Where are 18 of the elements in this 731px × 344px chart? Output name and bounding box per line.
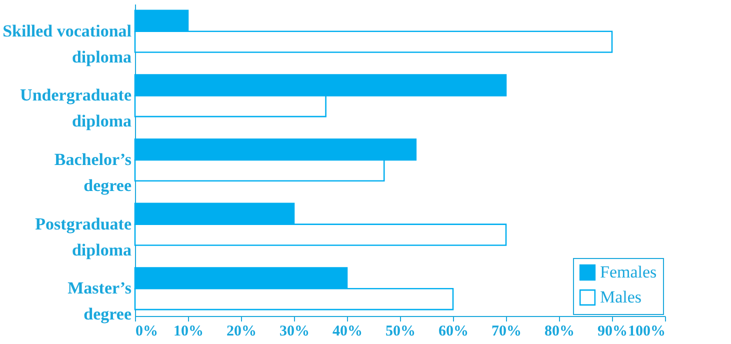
y-tick-label: Bachelor’s degree <box>54 150 132 195</box>
legend-label: Females <box>600 262 657 282</box>
x-tick-label: 60% <box>438 324 468 340</box>
x-tick-label: 90% <box>598 324 628 340</box>
y-tick-label: Postgraduate diploma <box>35 214 132 260</box>
legend-label: Males <box>600 288 642 306</box>
x-tick-label: 40% <box>332 324 362 340</box>
x-tick-label: 20% <box>226 324 256 340</box>
x-tick-label: 80% <box>544 324 574 340</box>
x-tick-label: 100% <box>628 324 666 340</box>
y-tick-label: Skilled vocational diploma <box>2 21 132 66</box>
y-tick-label: Master’s degree <box>68 278 132 324</box>
x-tick-label: 50% <box>386 324 416 340</box>
x-tick-label: 0% <box>136 324 158 340</box>
y-tick-label: Undergraduate diploma <box>20 86 132 131</box>
x-tick-label: 70% <box>492 324 522 340</box>
x-tick-label: 10% <box>174 324 204 340</box>
x-tick-label: 30% <box>280 324 310 340</box>
